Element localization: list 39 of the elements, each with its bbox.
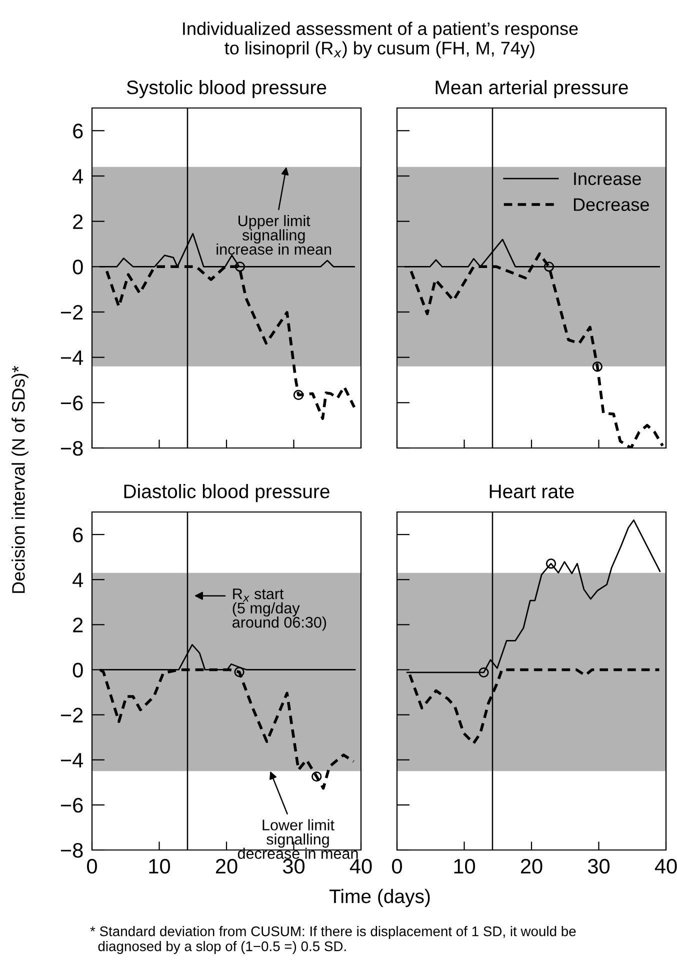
y-tick-label: −8 <box>60 843 83 858</box>
legend-label: Decrease <box>574 198 649 211</box>
chart-title: Heart rate <box>490 484 574 498</box>
x-tick-label: 10 <box>149 858 170 874</box>
x-tick-label: 0 <box>392 858 402 874</box>
y-tick-label: 2 <box>73 618 83 632</box>
legend-label: Increase <box>574 172 641 186</box>
y-tick-label: 6 <box>73 124 83 138</box>
y-tick-label: −8 <box>60 441 83 456</box>
x-tick-label: 10 <box>454 858 476 874</box>
x-tick-label: 0 <box>87 858 97 874</box>
x-tick-label: 20 <box>216 858 238 874</box>
annotation: R$_{x}$ start (5 mg/day around 06:30) <box>232 588 326 631</box>
x-axis-title: Time (days) <box>329 888 430 908</box>
chart-title: Systolic blood pressure <box>126 80 326 98</box>
y-tick-label: 0 <box>72 662 83 678</box>
annotation: Lower limit signalling decrease in mean <box>238 819 358 859</box>
chart-title: Diastolic blood pressure <box>124 484 330 502</box>
x-tick-label: 40 <box>654 858 677 874</box>
chart-title: Mean arterial pressure <box>436 80 628 98</box>
y-tick-label: 2 <box>73 214 83 229</box>
y-tick-label: 6 <box>73 528 83 542</box>
y-axis-title: Decision interval (N of SDs)* <box>12 366 28 593</box>
y-tick-label: −6 <box>60 396 83 410</box>
x-tick-label: 40 <box>350 858 372 874</box>
y-tick-label: −4 <box>60 350 84 365</box>
x-tick-label: 30 <box>588 858 610 874</box>
text: * Standard deviation from CUSUM: If there is displacement of 1 SD, it would be diagnosed by a slop of (1−0.5 =) 0.5 SD. <box>90 926 576 954</box>
x-tick-label: 20 <box>520 858 542 874</box>
y-tick-label: −6 <box>60 798 83 813</box>
y-tick-label: −4 <box>60 753 84 768</box>
y-tick-label: 4 <box>72 572 84 588</box>
text: Individualized assessment of a patient’s response to lisinopril (R$_{x}$) by cusum (FH, M, 74y) <box>183 22 578 58</box>
x-tick-label: 30 <box>282 858 305 874</box>
y-tick-label: 0 <box>72 260 83 274</box>
y-tick-label: −2 <box>60 305 83 320</box>
y-tick-label: −2 <box>60 708 83 722</box>
y-tick-label: 4 <box>72 169 84 184</box>
annotation: Upper limit signalling increase in mean <box>216 215 332 255</box>
